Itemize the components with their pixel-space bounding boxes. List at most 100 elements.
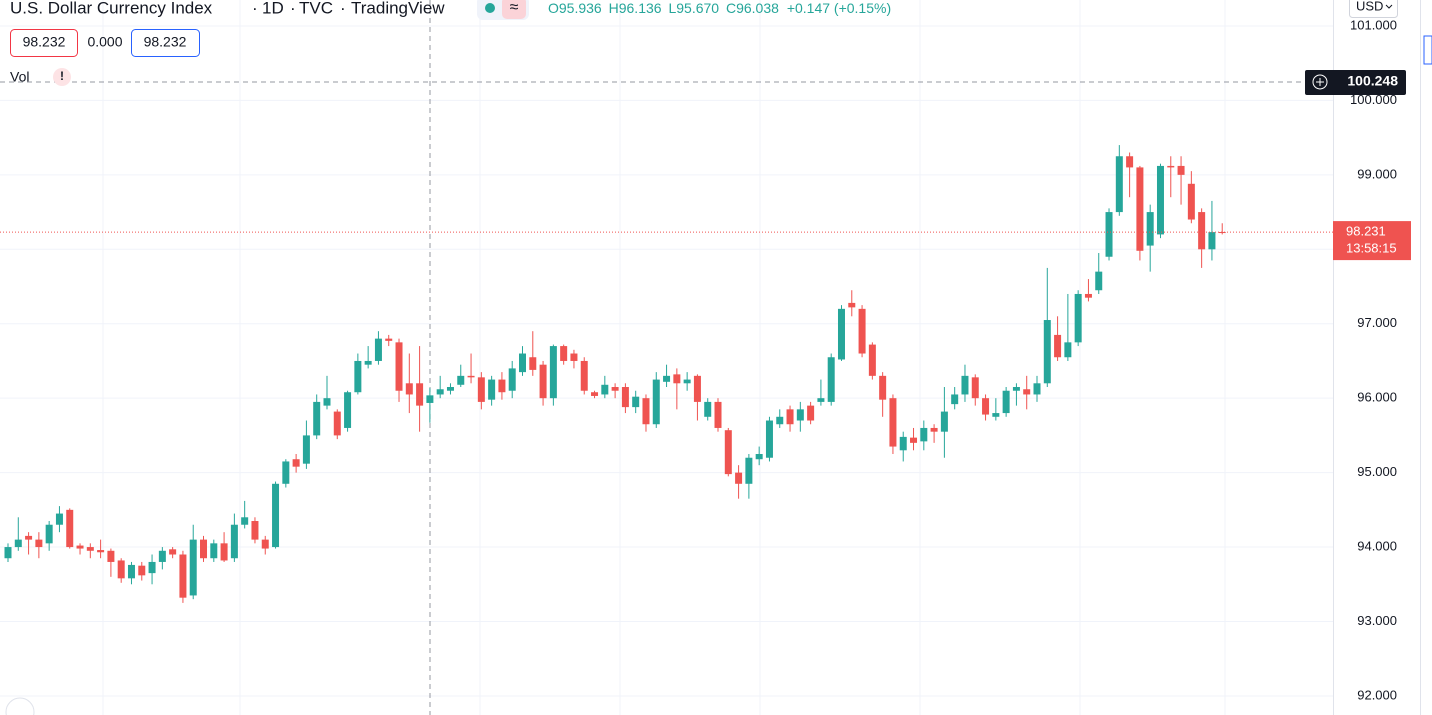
candle-body	[405, 383, 413, 395]
candle-body	[1126, 156, 1134, 168]
candle-body	[230, 524, 238, 559]
y-tick-label: 97.000	[1357, 315, 1397, 330]
candle-body	[858, 308, 866, 354]
candle-body	[621, 387, 629, 408]
sell-box[interactable]	[10, 29, 78, 57]
ohlc: O95.936 H96.136 L95.670 C96.038 +0.147 (…	[548, 0, 891, 16]
candle-body	[272, 483, 280, 548]
candle-body	[436, 389, 444, 395]
candle-body	[1012, 387, 1020, 391]
sell-price: 98.232	[23, 34, 66, 50]
candle-body	[786, 409, 794, 425]
candle-body	[76, 545, 84, 549]
candle-body	[591, 392, 599, 396]
countdown: 13:58:15	[1346, 241, 1397, 256]
candle-body	[220, 543, 228, 561]
candle-body	[899, 436, 907, 451]
candle-body	[364, 360, 372, 365]
candle-body	[673, 374, 681, 384]
candle-body	[467, 375, 475, 378]
candle-body	[652, 379, 660, 425]
candle-body	[86, 547, 94, 551]
candle-body	[416, 383, 424, 406]
change: +0.147 (+0.15%)	[787, 0, 891, 16]
ohlc-label: O	[548, 0, 559, 16]
side-tab[interactable]	[1423, 35, 1432, 65]
candle-body	[1033, 383, 1041, 395]
candle-body	[292, 459, 300, 467]
add-alert-icon	[1312, 74, 1328, 90]
candle-body	[642, 398, 650, 425]
separator: ·	[252, 0, 258, 17]
candle-body	[374, 338, 382, 361]
candle-body	[200, 539, 208, 559]
candle-body	[1177, 165, 1185, 175]
candle-body	[529, 357, 537, 370]
candle-body	[14, 539, 22, 548]
scroll-button[interactable]	[5, 697, 35, 715]
buy-box[interactable]	[131, 29, 200, 57]
candle-body	[282, 461, 290, 484]
candle-body	[313, 401, 321, 436]
candle-body	[354, 360, 362, 393]
market-open-icon	[485, 3, 495, 13]
candle-body	[724, 430, 732, 475]
indicator: Vol	[10, 69, 29, 85]
candle-body	[1208, 232, 1216, 250]
y-tick-label: 93.000	[1357, 613, 1397, 628]
candle-body	[1105, 212, 1113, 257]
candle-body	[395, 342, 403, 391]
candle-body	[1136, 167, 1144, 251]
ohlc-value: 95.936	[559, 0, 602, 16]
candle-body	[765, 420, 773, 458]
candle-body	[55, 513, 63, 525]
candle-body	[138, 565, 146, 576]
candle-body	[179, 554, 187, 598]
candle-body	[117, 560, 125, 579]
candle-body	[498, 379, 506, 393]
price-axis	[1333, 0, 1432, 715]
candle-body	[66, 509, 74, 548]
add-alert-plus	[1316, 77, 1324, 86]
candle-body	[992, 413, 1000, 417]
candle-body	[1002, 390, 1010, 414]
ohlc-value: 96.038	[736, 0, 779, 16]
candle-body	[4, 547, 12, 559]
currency-button[interactable]	[1349, 0, 1398, 18]
candle-body	[107, 550, 115, 562]
candle-body	[189, 539, 197, 596]
candle-body	[879, 375, 887, 400]
candle-body	[241, 517, 249, 525]
dropdown-arrow	[1385, 4, 1393, 9]
last-price-label: 98.231	[1346, 224, 1386, 239]
candle-body	[889, 398, 897, 447]
crosshair-label: 100.248	[1347, 73, 1398, 89]
candle-body	[148, 561, 156, 574]
title: U.S. Dollar Currency Index	[10, 0, 213, 17]
candle-body	[714, 401, 722, 428]
warning-icon[interactable]	[53, 68, 71, 86]
candle-body	[1095, 271, 1103, 291]
candle-body	[1146, 212, 1154, 246]
y-tick-label: 96.000	[1357, 390, 1397, 405]
candle-body	[827, 357, 835, 402]
candle-body	[601, 384, 609, 395]
ohlc-label: C	[726, 0, 736, 16]
candle-body	[25, 535, 33, 540]
candle-body	[1023, 389, 1031, 395]
interval: 1D	[262, 0, 284, 17]
candle-body	[426, 395, 434, 403]
y-tick-label: 95.000	[1357, 464, 1397, 479]
candle-body	[45, 524, 53, 544]
candle-body	[951, 394, 959, 405]
candle-body	[580, 360, 588, 391]
source: TradingView	[351, 0, 445, 17]
candle-body	[457, 375, 465, 385]
candle-body	[477, 377, 485, 402]
candle-body	[1043, 320, 1051, 384]
candle-body	[982, 398, 990, 415]
candle-body	[127, 564, 135, 579]
candle-body	[1074, 293, 1082, 343]
candle-body	[385, 338, 393, 341]
candle-body	[1084, 293, 1092, 298]
